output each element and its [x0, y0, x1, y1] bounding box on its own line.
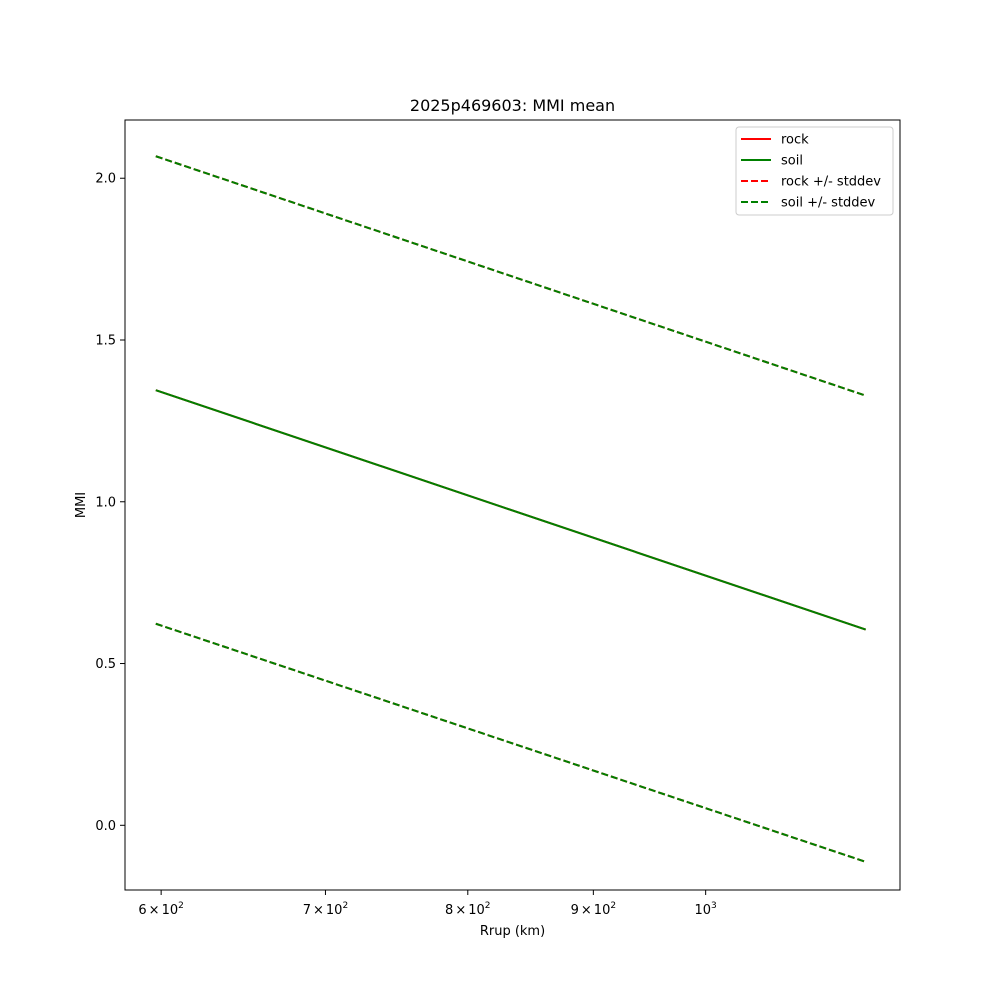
x-tick-label-0: 6 × 102	[138, 901, 183, 918]
legend-label-3: soil +/- stddev	[781, 196, 876, 211]
legend-label-0: rock	[781, 133, 809, 148]
y-tick-label-1: 0.5	[95, 657, 116, 672]
x-tick-label-2: 8 × 102	[445, 901, 490, 918]
y-tick-label-4: 2.0	[95, 172, 116, 187]
x-tick-label-3: 9 × 102	[571, 901, 616, 918]
x-axis-label: Rrup (km)	[480, 924, 545, 939]
y-tick-label-2: 1.0	[95, 495, 116, 510]
legend-label-1: soil	[781, 154, 803, 169]
legend-label-2: rock +/- stddev	[781, 175, 881, 190]
plot-frame	[124, 119, 901, 891]
y-tick-label-3: 1.5	[95, 334, 116, 349]
y-axis-label: MMI	[74, 492, 89, 518]
series-line-5	[155, 622, 867, 863]
legend-box	[735, 126, 894, 216]
legend: rock soil rock +/- stddev soil +/- stddev	[735, 126, 894, 216]
series-layer	[155, 155, 867, 863]
series-line-1	[155, 389, 867, 631]
y-axis: 0.0 0.5 1.0 1.5 2.0	[95, 172, 125, 834]
y-tick-label-0: 0.0	[95, 819, 116, 834]
x-tick-label-1: 7 × 102	[303, 901, 348, 918]
x-axis: 6 × 102 7 × 102 8 × 102 9 × 102 103	[138, 890, 717, 918]
series-line-4	[155, 155, 867, 397]
x-tick-label-4: 103	[695, 901, 717, 918]
chart-title: 2025p469603: MMI mean	[410, 96, 615, 115]
